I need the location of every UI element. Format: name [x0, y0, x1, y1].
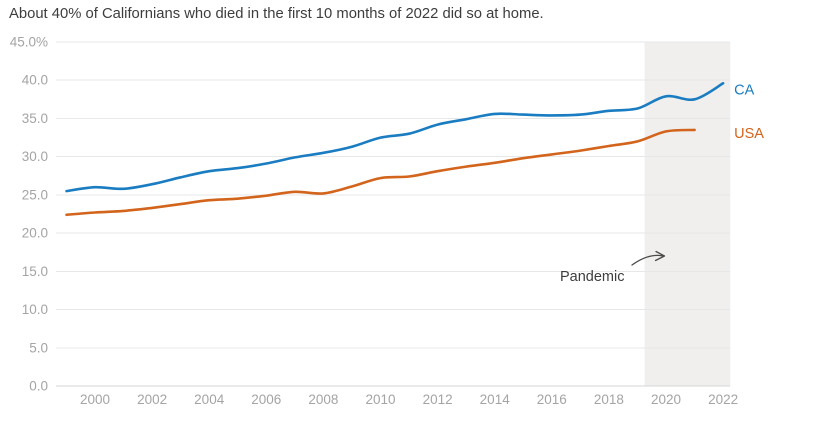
pandemic-annotation-label: Pandemic — [560, 269, 624, 285]
y-tick-label: 0.0 — [29, 379, 48, 394]
x-tick-label: 2016 — [537, 392, 567, 407]
y-axis: 45.0% 40.0 35.0 30.0 25.0 20.0 15.0 10.0 5.0 0.0 — [10, 35, 730, 394]
x-tick-label: 2010 — [365, 392, 395, 407]
series-line-usa — [65, 128, 696, 217]
y-tick-label: 20.0 — [22, 226, 48, 241]
x-tick-label: 2022 — [708, 392, 738, 407]
y-tick-label: 30.0 — [22, 149, 48, 164]
y-tick-label: 40.0 — [22, 73, 48, 88]
x-tick-label: 2020 — [651, 392, 681, 407]
x-tick-label: 2006 — [251, 392, 281, 407]
x-tick-label: 2008 — [308, 392, 338, 407]
y-tick-label: 15.0 — [22, 264, 48, 279]
pandemic-arrow-icon — [631, 250, 666, 266]
y-tick-label: 25.0 — [22, 187, 48, 202]
x-tick-label: 2000 — [80, 392, 110, 407]
series-label-ca: CA — [734, 82, 754, 98]
y-tick-label: 35.0 — [22, 111, 48, 126]
x-tick-label: 2002 — [137, 392, 167, 407]
x-axis: 2000 2002 2004 2006 2008 2010 2012 2014 2016 2018… — [80, 392, 738, 407]
series-line-ca — [65, 82, 725, 193]
x-tick-label: 2004 — [194, 392, 225, 407]
series-lines — [65, 82, 725, 217]
series-label-usa: USA — [734, 126, 764, 142]
x-tick-label: 2012 — [423, 392, 453, 407]
y-tick-label: 45.0% — [10, 35, 48, 50]
pandemic-band — [644, 42, 731, 386]
chart-title: About 40% of Californians who died in th… — [9, 6, 544, 22]
x-tick-label: 2014 — [480, 392, 511, 407]
series-labels: CA USA — [734, 82, 764, 142]
y-tick-label: 10.0 — [22, 302, 48, 317]
y-tick-label: 5.0 — [29, 340, 48, 355]
x-tick-label: 2018 — [594, 392, 624, 407]
